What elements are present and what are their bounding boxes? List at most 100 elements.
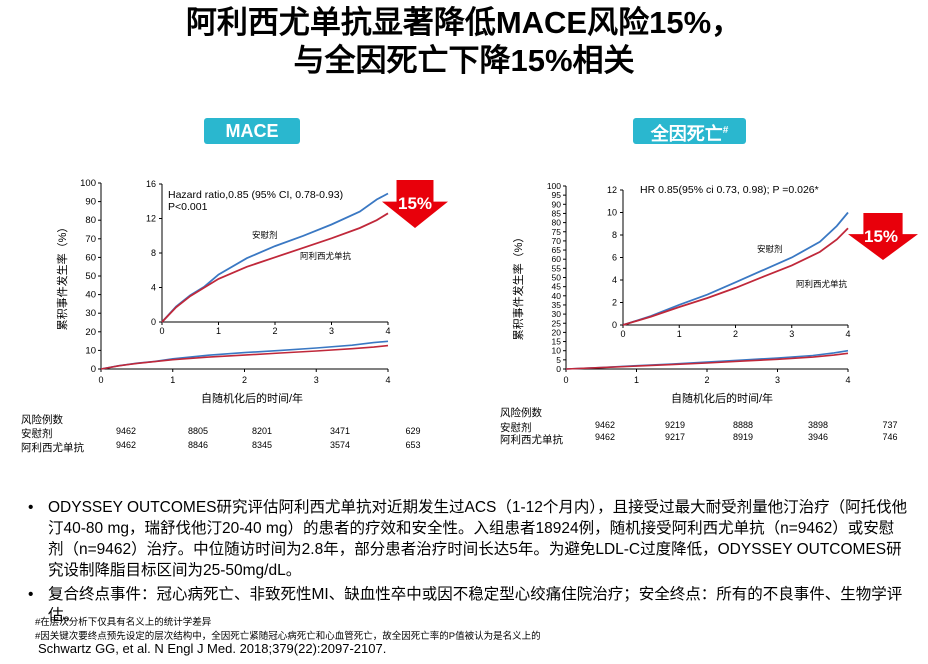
- inset-y-tick-label: 4: [151, 283, 156, 293]
- y-tick-label: 40: [85, 290, 96, 301]
- y-tick-label: 25: [552, 318, 562, 328]
- y-tick-label: 85: [552, 208, 562, 218]
- y-tick-label: 80: [85, 215, 96, 226]
- x-tick-label: 4: [845, 375, 850, 385]
- alirocumab-curve-inset: [161, 212, 389, 323]
- bullet-item-study: • ODYSSEY OUTCOMES研究评估阿利西尤单抗对近期发生过ACS（1-1…: [28, 499, 908, 579]
- inset-y-tick-label: 12: [607, 185, 617, 195]
- bullet-dot: •: [28, 586, 34, 603]
- x-tick-label: 1: [634, 375, 639, 385]
- x-tick-label: 2: [704, 375, 709, 385]
- y-tick-label: 90: [552, 199, 562, 209]
- risk-table-cell: 3574: [330, 440, 350, 450]
- x-axis-label: 自随机化后的时间/年: [671, 391, 773, 405]
- y-tick-label: 0: [91, 364, 96, 375]
- inset-y-tick-label: 0: [151, 317, 156, 327]
- inset-y-tick-label: 10: [607, 208, 617, 218]
- risk-table-cell: 9462: [595, 420, 615, 430]
- risk-table-title: 风险例数: [21, 413, 63, 426]
- x-tick-label: 2: [242, 375, 247, 385]
- inset-annotation-hr: Hazard ratio,0.85 (95% CI, 0.78-0.93): [168, 189, 343, 201]
- inset-background: [162, 184, 388, 322]
- y-tick-label: 45: [552, 282, 562, 292]
- placebo-curve-main: [565, 349, 849, 370]
- x-axis-label: 自随机化后的时间/年: [201, 391, 303, 405]
- y-tick-label: 60: [85, 252, 96, 263]
- risk-table-cell: 8345: [252, 440, 272, 450]
- y-tick-label: 70: [552, 236, 562, 246]
- y-tick-label: 10: [552, 346, 562, 356]
- inset-x-tick-label: 3: [329, 326, 334, 336]
- inset-y-tick-label: 0: [612, 320, 617, 330]
- inset-x-tick-label: 0: [159, 326, 164, 336]
- risk-table-cell: 8846: [188, 440, 208, 450]
- inset-label-placebo: 安慰剂: [757, 244, 783, 254]
- y-tick-label: 70: [85, 234, 96, 245]
- all-cause-death-panel-label: 全因死亡#: [633, 118, 746, 144]
- y-tick-label: 80: [552, 218, 562, 228]
- risk-table-cell: 8805: [188, 426, 208, 436]
- y-tick-label: 35: [552, 300, 562, 310]
- y-tick-label: 100: [80, 178, 96, 189]
- page-title-line1: 阿利西尤单抗显著降低MACE风险15%，: [185, 5, 743, 40]
- bullet-dot: •: [28, 499, 34, 516]
- risk-table-cell: 9462: [116, 426, 136, 436]
- inset-x-tick-label: 0: [620, 329, 625, 339]
- x-tick-label: 3: [314, 375, 319, 385]
- y-tick-label: 30: [552, 309, 562, 319]
- reduction-badge-text: 15%: [864, 227, 898, 246]
- y-tick-label: 100: [547, 181, 561, 191]
- risk-table-cell: 3946: [808, 432, 828, 442]
- inset-y-tick-label: 6: [612, 253, 617, 263]
- risk-table-row-label: 安慰剂: [500, 421, 532, 434]
- inset-label-alirocumab: 阿利西尤单抗: [300, 251, 352, 261]
- risk-table-row-label: 阿利西尤单抗: [500, 433, 563, 446]
- y-tick-label: 30: [85, 308, 96, 319]
- alirocumab-curve-main: [100, 344, 389, 370]
- risk-table-cell: 9462: [595, 432, 615, 442]
- y-tick-label: 50: [552, 273, 562, 283]
- x-tick-label: 0: [563, 375, 568, 385]
- alirocumab-curve-inset: [622, 227, 849, 326]
- footnote-2: #因关键次要终点预先设定的层次结构中，全因死亡紧随冠心病死亡和心血管死亡，故全因…: [35, 631, 541, 642]
- y-tick-label: 20: [85, 327, 96, 338]
- all-cause-death-chart: 0510152025303540455055606570758085909510…: [500, 181, 918, 446]
- page-title-line2: 与全因死亡下降15%相关: [293, 43, 635, 78]
- risk-table-cell: 9217: [665, 432, 685, 442]
- y-tick-label: 60: [552, 254, 562, 264]
- x-tick-label: 0: [98, 375, 103, 385]
- inset-y-tick-label: 4: [612, 275, 617, 285]
- inset-y-tick-label: 12: [146, 214, 156, 224]
- footnote-1: #在层次分析下仅具有名义上的统计学差异: [35, 617, 212, 628]
- bullet-item-endpoints: • 复合终点事件：冠心病死亡、非致死性MI、缺血性卒中或因不稳定型心绞痛住院治疗；…: [28, 586, 903, 624]
- inset-y-tick-label: 2: [612, 298, 617, 308]
- reduction-arrow-icon: [382, 180, 448, 228]
- risk-table-row-label: 安慰剂: [21, 427, 53, 440]
- inset-background: [623, 190, 848, 325]
- inset-y-tick-label: 8: [612, 230, 617, 240]
- risk-table-cell: 8919: [733, 432, 753, 442]
- x-tick-label: 1: [170, 375, 175, 385]
- placebo-curve-inset: [622, 211, 849, 326]
- y-tick-label: 40: [552, 291, 562, 301]
- bullet-list: • ODYSSEY OUTCOMES研究评估阿利西尤单抗对近期发生过ACS（1-1…: [28, 497, 908, 629]
- y-tick-label: 10: [85, 345, 96, 356]
- inset-x-tick-label: 1: [216, 326, 221, 336]
- risk-table-title: 风险例数: [500, 406, 542, 419]
- inset-y-tick-label: 8: [151, 248, 156, 258]
- risk-table-cell: 8888: [733, 420, 753, 430]
- inset-x-tick-label: 4: [845, 329, 850, 339]
- y-tick-label: 20: [552, 327, 562, 337]
- inset-x-tick-label: 2: [733, 329, 738, 339]
- inset-label-placebo: 安慰剂: [252, 230, 278, 240]
- mace-panel-label: MACE: [204, 118, 300, 144]
- y-tick-label: 90: [85, 197, 96, 208]
- y-tick-label: 75: [552, 227, 562, 237]
- inset-y-tick-label: 16: [146, 179, 156, 189]
- inset-label-alirocumab: 阿利西尤单抗: [796, 279, 848, 289]
- reduction-badge-text: 15%: [398, 194, 432, 213]
- y-tick-label: 50: [85, 271, 96, 282]
- risk-table-cell: 3898: [808, 420, 828, 430]
- risk-table-cell: 9462: [116, 440, 136, 450]
